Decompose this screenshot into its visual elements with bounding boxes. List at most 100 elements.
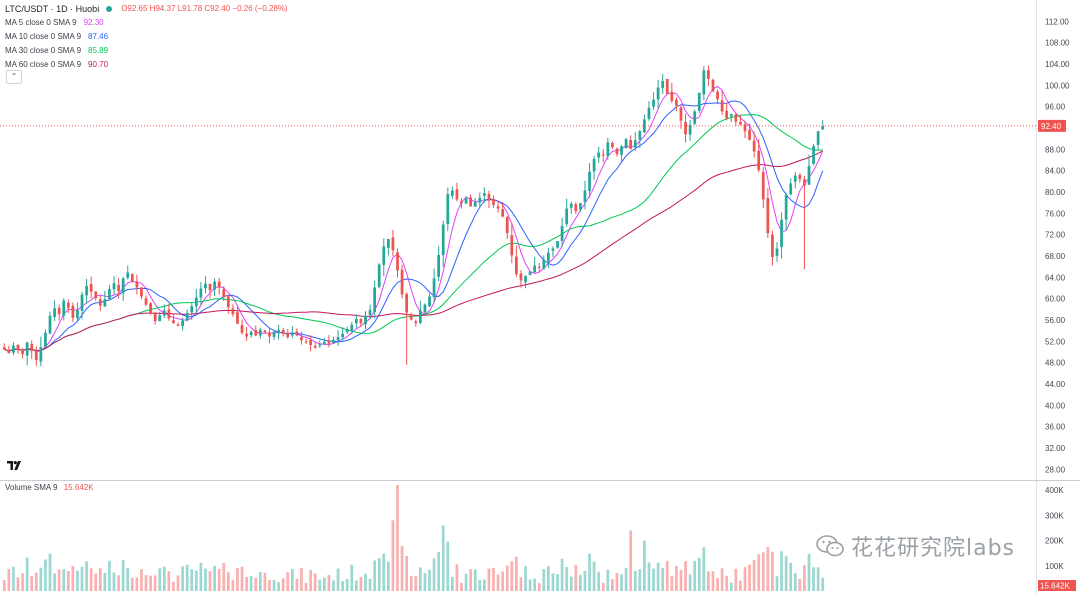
volume-bar (21, 573, 24, 591)
candle-body (752, 140, 756, 152)
volume-bar (505, 565, 509, 591)
tradingview-logo-icon[interactable] (6, 459, 22, 471)
candle-body (501, 209, 505, 217)
candle-body (414, 321, 418, 324)
ma5-line (4, 85, 824, 353)
volume-bar (510, 561, 514, 591)
volume-bar (295, 578, 299, 591)
candle-body (784, 195, 788, 220)
candle-body (670, 91, 674, 101)
candle-body (611, 142, 614, 148)
candle-body (405, 293, 409, 313)
candle-body (464, 198, 468, 204)
candle-body (652, 99, 655, 107)
candle-body (39, 347, 43, 362)
ma60-legend[interactable]: MA 60 close 0 SMA 9 90.70 (5, 58, 288, 72)
live-status-icon (106, 6, 113, 12)
candle-body (295, 331, 299, 336)
volume-bar (620, 574, 623, 591)
volume-bar (85, 561, 88, 591)
volume-bar (208, 571, 212, 591)
volume-bar (473, 569, 477, 591)
volume-bar (57, 569, 61, 591)
volume-bar (501, 571, 505, 591)
candle-body (766, 197, 770, 234)
volume-bar (103, 572, 107, 591)
candle-body (418, 310, 422, 324)
candle-body (386, 238, 390, 248)
candle-body (679, 107, 683, 121)
price-tick-label: 100.00 (1045, 81, 1070, 90)
volume-bar (94, 573, 98, 591)
ma10-legend[interactable]: MA 10 close 0 SMA 9 87.46 (5, 30, 288, 44)
volume-bar (761, 552, 765, 591)
candle-body (66, 302, 70, 308)
last-price-badge (1038, 119, 1066, 132)
candle-body (537, 266, 541, 268)
candle-body (249, 331, 253, 336)
volume-value: 15.642K (63, 483, 94, 492)
volume-bar (391, 520, 395, 591)
ohlc-readout: O92.65 H94.37 L91.78 C92.40 −0.26 (−0.28… (121, 4, 288, 13)
candle-body (345, 329, 349, 333)
volume-bar (386, 561, 390, 591)
ma5-legend[interactable]: MA 5 close 0 SMA 9 92.30 (5, 16, 288, 30)
candle-body (816, 131, 820, 145)
candle-body (318, 344, 322, 346)
candle-body (21, 349, 24, 355)
volume-bar (542, 569, 546, 591)
volume-bar (793, 573, 797, 591)
candle-body (126, 272, 130, 278)
candle-body (112, 283, 116, 290)
candle-body (665, 79, 669, 94)
candle-body (341, 333, 345, 338)
ma30-line (4, 114, 823, 352)
volume-bar (455, 564, 459, 591)
candle-body (80, 294, 84, 311)
volume-bar (341, 581, 345, 591)
candle-body (368, 309, 372, 316)
volume-bar (780, 551, 783, 591)
volume-bar (615, 572, 619, 591)
candle-body (432, 278, 436, 298)
volume-bar (771, 551, 774, 591)
candle-body (743, 124, 747, 132)
volume-bar (428, 569, 431, 591)
volume-legend[interactable]: Volume SMA 9 15.642K (5, 483, 94, 492)
candle-body (281, 329, 285, 334)
legend-collapse-button[interactable]: ⌃ (6, 70, 22, 84)
candle-body (53, 308, 56, 317)
volume-bar (34, 572, 38, 591)
volume-bar (519, 577, 523, 591)
candle-body (720, 100, 724, 112)
candle-body (519, 273, 523, 281)
candle-body (222, 289, 226, 298)
volume-bar (784, 556, 788, 591)
candle-body (697, 92, 701, 111)
candle-body (647, 107, 651, 119)
candle-body (524, 275, 527, 283)
volume-bar (437, 552, 441, 591)
volume-bar (48, 553, 52, 591)
volume-bar (606, 569, 610, 591)
volume-bar (729, 582, 733, 591)
candle-body (496, 206, 500, 209)
candle-body (140, 287, 143, 297)
candle-body (172, 320, 175, 324)
volume-bar (711, 571, 715, 591)
ma30-legend[interactable]: MA 30 close 0 SMA 9 85.89 (5, 44, 288, 58)
symbol-title[interactable]: LTC/USDT · 1D · Huobi (5, 4, 100, 14)
volume-bar (130, 577, 134, 591)
volume-last-label: 15.642K (1040, 582, 1070, 591)
candle-body (505, 217, 509, 234)
volume-bar (624, 567, 628, 591)
volume-bar (739, 580, 742, 591)
volume-bar (7, 569, 11, 591)
ma60-label: MA 60 close 0 SMA 9 (5, 60, 82, 69)
ma60-value: 90.70 (88, 60, 109, 69)
volume-bar (656, 562, 660, 591)
volume-bar (117, 575, 120, 591)
volume-bar (350, 564, 354, 591)
